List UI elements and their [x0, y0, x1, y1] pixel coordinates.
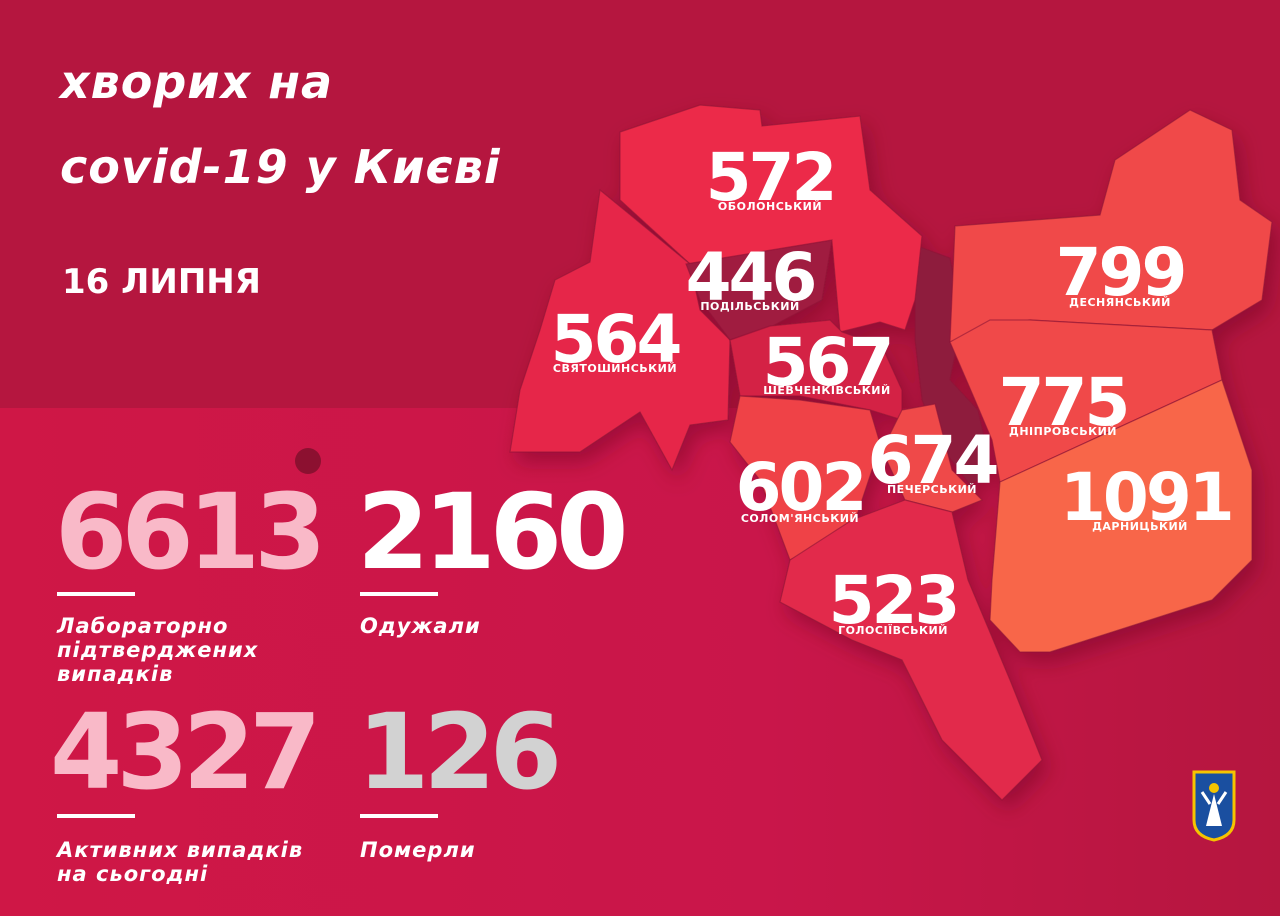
divider — [57, 814, 135, 818]
district-name-holosiivskyi: ГОЛОСІЇВСЬКИЙ — [838, 624, 948, 637]
district-count-sviatoshynskyi: 564 — [550, 301, 683, 378]
date-label: 16 ЛИПНЯ — [62, 262, 261, 302]
district-darnytskyi[interactable] — [989, 379, 1253, 653]
divider — [57, 592, 135, 596]
district-name-obolonskyi: ОБОЛОНСЬКИЙ — [717, 200, 823, 213]
stat-active-label: Активних випадків на сьогодні — [57, 838, 304, 886]
district-count-desnianskyi: 799 — [1055, 234, 1188, 311]
district-count-holosiivskyi: 523 — [828, 562, 961, 639]
title-line-1: хворих на — [60, 55, 334, 109]
district-count-pecherskyi: 674 — [867, 422, 1000, 499]
title-line-2: covid-19 у Києві — [60, 140, 501, 194]
district-name-desnianskyi: ДЕСНЯНСЬКИЙ — [1069, 296, 1171, 309]
district-name-shevchenkivskyi: ШЕВЧЕНКІВСЬКИЙ — [763, 384, 891, 397]
district-solomianskyi[interactable] — [729, 395, 883, 561]
district-count-podilskyi: 446 — [685, 239, 818, 316]
stat-confirmed-label: Лабораторно підтверджених випадків — [57, 614, 259, 686]
district-count-darnytskyi: 1091 — [1060, 459, 1235, 536]
stat-recovered-label: Одужали — [360, 614, 481, 638]
district-name-pecherskyi: ПЕЧЕРСЬКИЙ — [886, 483, 978, 496]
district-count-solomianskyi: 602 — [735, 449, 868, 526]
divider — [360, 814, 438, 818]
virus-icon — [295, 448, 321, 474]
district-count-obolonskyi: 572 — [705, 139, 838, 216]
district-name-sviatoshynskyi: СВЯТОШИНСЬКИЙ — [552, 362, 678, 375]
stat-recovered-value: 2160 — [357, 471, 628, 593]
district-name-solomianskyi: СОЛОМ'ЯНСЬКИЙ — [740, 512, 860, 525]
district-name-podilskyi: ПОДІЛЬСЬКИЙ — [700, 300, 800, 313]
district-pecherskyi[interactable] — [881, 403, 984, 513]
kyiv-coat-of-arms-icon — [1192, 770, 1236, 842]
district-name-darnytskyi: ДАРНИЦЬКИЙ — [1092, 520, 1188, 533]
district-holosiivskyi[interactable] — [779, 499, 1043, 801]
divider — [360, 592, 438, 596]
district-sviatoshynskyi[interactable] — [509, 188, 731, 472]
stat-deaths-label: Померли — [360, 838, 476, 862]
district-count-dniprovskyi: 775 — [998, 364, 1131, 441]
stat-confirmed-value: 6613 — [55, 471, 326, 593]
stat-deaths-value: 126 — [357, 691, 562, 813]
district-name-dniprovskyi: ДНІПРОВСЬКИЙ — [1009, 425, 1117, 438]
district-shevchenkivskyi[interactable] — [729, 319, 903, 421]
district-count-shevchenkivskyi: 567 — [762, 324, 895, 401]
stat-active-value: 4327 — [50, 691, 321, 813]
